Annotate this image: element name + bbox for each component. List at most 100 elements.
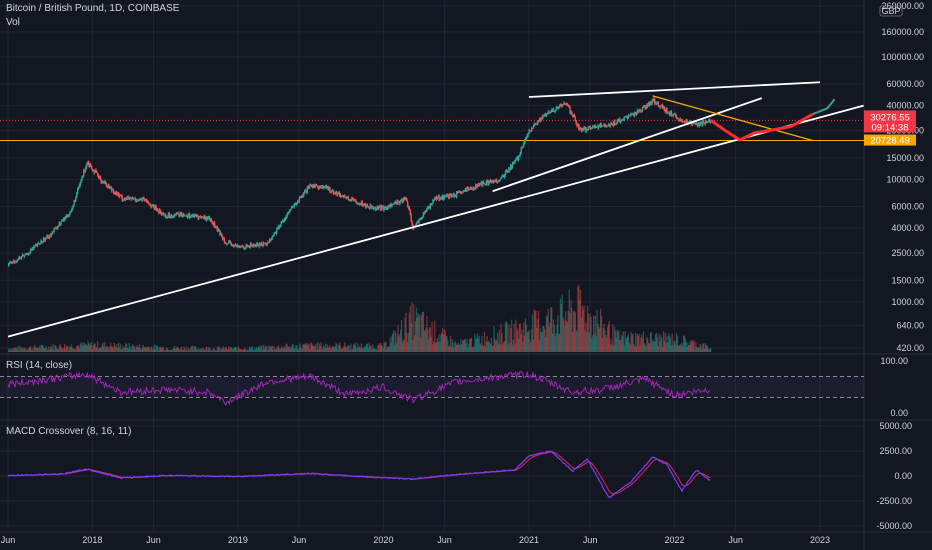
- candle-body: [73, 200, 75, 205]
- candle-body: [600, 124, 603, 127]
- volume-bar: [682, 335, 685, 352]
- trendline-2[interactable]: [528, 81, 821, 98]
- volume-bar: [642, 331, 645, 352]
- volume-bar: [532, 339, 535, 352]
- candle-body: [145, 199, 148, 202]
- candle-body: [490, 181, 493, 183]
- candle-body: [290, 208, 292, 210]
- volume-bar: [587, 314, 590, 352]
- volume-bar: [365, 345, 367, 352]
- candle-body: [200, 216, 203, 218]
- candle-body: [152, 204, 154, 206]
- candle-body: [218, 229, 220, 231]
- candle-body: [575, 120, 577, 125]
- volume-bar: [363, 348, 365, 352]
- candle-body: [455, 193, 458, 197]
- candle-body: [530, 128, 533, 132]
- volume-bar: [506, 322, 508, 352]
- candle-body: [692, 121, 694, 125]
- volume-bar: [357, 343, 359, 352]
- candle-body: [193, 214, 196, 217]
- volume-bar: [386, 346, 389, 352]
- volume-bar: [599, 308, 602, 352]
- volume-bar: [292, 344, 294, 352]
- candle-body: [39, 243, 41, 245]
- volume-bar: [661, 347, 664, 352]
- candle-body: [669, 111, 672, 115]
- volume-bar: [173, 348, 175, 352]
- volume-bar: [173, 345, 176, 352]
- candle-body: [446, 195, 448, 197]
- candle-body: [415, 222, 418, 227]
- rsi-title: RSI (14, close): [6, 360, 73, 371]
- candle-body: [592, 126, 595, 128]
- candle-body: [619, 118, 621, 123]
- volume-bar: [631, 335, 633, 352]
- volume-bar: [537, 310, 540, 352]
- volume-bar: [441, 327, 444, 352]
- volume-bar: [234, 347, 236, 352]
- macd-tick-label: 0.00: [894, 471, 912, 481]
- candle-body: [591, 127, 593, 129]
- volume-bar: [115, 347, 117, 352]
- candle-body: [235, 244, 237, 246]
- candle-body: [616, 119, 618, 124]
- volume-bar: [254, 347, 256, 352]
- candle-body: [615, 123, 618, 125]
- volume-bar: [439, 341, 441, 352]
- candle-body: [197, 216, 199, 219]
- price-tick-label: 2500.00: [891, 248, 924, 258]
- candle-body: [158, 210, 160, 213]
- candle-body: [338, 192, 341, 196]
- volume-bar: [451, 339, 453, 352]
- volume-bar: [646, 336, 648, 352]
- candle-body: [124, 198, 127, 200]
- volume-bar: [172, 348, 174, 352]
- volume-bar: [569, 313, 571, 352]
- candle-body: [203, 215, 205, 218]
- projection-down[interactable]: [710, 112, 814, 142]
- candle-body: [366, 205, 369, 207]
- volume-bar: [200, 348, 203, 352]
- candle-body: [275, 232, 277, 234]
- trendline-3[interactable]: [652, 95, 813, 142]
- volume-bar: [356, 349, 358, 352]
- volume-bar: [83, 342, 86, 352]
- volume-bar: [50, 346, 53, 352]
- candle-body: [694, 121, 696, 124]
- candle-body: [211, 220, 213, 223]
- volume-bar: [372, 348, 375, 352]
- volume-bar: [9, 348, 12, 352]
- volume-bar: [675, 344, 677, 352]
- candle-body: [91, 168, 94, 171]
- volume-bar: [641, 338, 644, 352]
- volume-bar: [614, 331, 617, 352]
- candle-body: [107, 185, 109, 188]
- volume-bar: [77, 345, 80, 352]
- projection-up[interactable]: [812, 98, 836, 116]
- volume-bar: [489, 343, 492, 352]
- candle-body: [268, 242, 270, 244]
- candle-body: [335, 192, 337, 194]
- volume-bar: [232, 348, 234, 352]
- candle-body: [696, 123, 699, 127]
- volume-bar: [220, 350, 222, 352]
- candle-body: [370, 204, 372, 206]
- candle-body: [709, 119, 711, 123]
- volume-bar: [654, 341, 656, 352]
- candle-body: [394, 201, 397, 203]
- volume-bar: [99, 347, 101, 352]
- volume-bar: [358, 347, 360, 352]
- volume-bar: [121, 348, 123, 352]
- candle-body: [675, 114, 677, 116]
- volume-bar: [615, 337, 617, 352]
- candle-body: [404, 198, 406, 200]
- volume-bar: [464, 338, 466, 352]
- volume-bar: [175, 348, 177, 352]
- volume-bar: [108, 349, 110, 352]
- volume-bar: [541, 332, 543, 352]
- trendline-0[interactable]: [7, 104, 864, 338]
- candle-body: [517, 155, 520, 160]
- candle-body: [118, 192, 120, 197]
